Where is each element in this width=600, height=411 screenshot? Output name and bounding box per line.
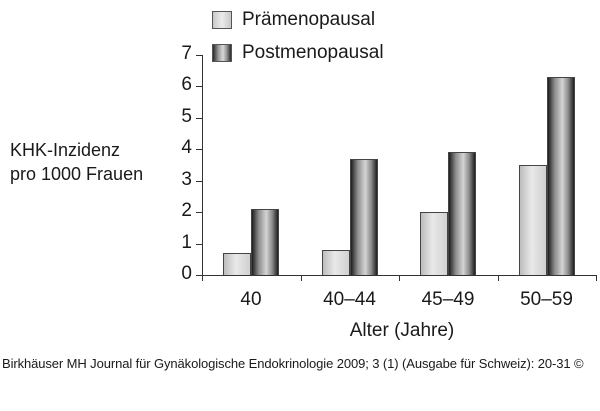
bar-postmenopausal [349, 158, 378, 275]
legend-swatch-postmenopausal [212, 44, 232, 62]
y-tick-label: 6 [181, 74, 192, 96]
y-axis [202, 55, 203, 275]
y-tick-label: 7 [181, 43, 192, 64]
bar-premenopausal [321, 249, 350, 275]
y-tick-label: 4 [181, 137, 192, 159]
bar-postmenopausal [251, 209, 280, 275]
y-tick [196, 243, 202, 245]
y-tick-label: 2 [181, 200, 192, 222]
bar-premenopausal [223, 253, 252, 275]
bar-premenopausal [420, 212, 449, 275]
legend-label-premenopausal: Prämenopausal [242, 9, 376, 30]
y-tick-label: 3 [181, 168, 192, 190]
legend-item-premenopausal: Prämenopausal [212, 9, 375, 31]
y-axis-label-line-1: KHK-Inzidenz [10, 140, 121, 160]
y-tick [196, 55, 202, 56]
y-tick [196, 275, 202, 276]
x-tick [399, 275, 400, 281]
legend-swatch-premenopausal [212, 11, 232, 29]
source-caption: Birkhäuser MH Journal für Gynäkologische… [2, 356, 584, 371]
y-tick [196, 86, 202, 88]
y-tick-label: 0 [181, 263, 192, 284]
legend-item-postmenopausal: Postmenopausal [212, 42, 384, 64]
x-tick [202, 275, 203, 281]
x-tick-label: 40 [240, 289, 262, 310]
legend-label-postmenopausal: Postmenopausal [242, 42, 384, 63]
y-tick [196, 180, 202, 182]
y-axis-label-line-2: pro 1000 Frauen [10, 164, 144, 184]
bar-postmenopausal [546, 77, 575, 275]
y-tick [196, 117, 202, 119]
x-tick-label: 50–59 [520, 289, 573, 310]
x-tick-label: 40–44 [323, 289, 376, 310]
y-tick-label: 1 [181, 231, 192, 253]
y-tick-label: 5 [181, 105, 192, 127]
y-tick [196, 212, 202, 214]
x-tick [300, 275, 302, 281]
y-tick [196, 149, 202, 151]
x-tick [596, 275, 597, 281]
x-tick [497, 275, 499, 281]
bar-postmenopausal [448, 152, 477, 275]
x-tick-label: 45–49 [421, 289, 475, 310]
x-axis-label: Alter (Jahre) [349, 320, 455, 341]
y-axis-label: KHK-Inzidenz pro 1000 Frauen [10, 138, 143, 186]
bar-premenopausal [518, 165, 547, 275]
